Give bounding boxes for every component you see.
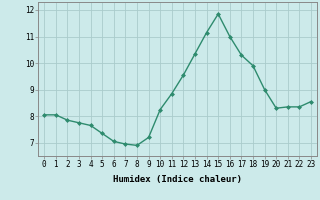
X-axis label: Humidex (Indice chaleur): Humidex (Indice chaleur): [113, 175, 242, 184]
